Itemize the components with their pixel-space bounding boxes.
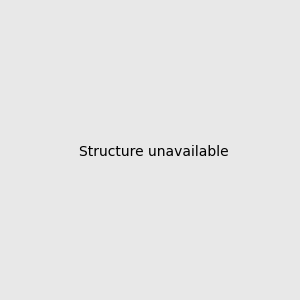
Text: Structure unavailable: Structure unavailable bbox=[79, 145, 229, 158]
